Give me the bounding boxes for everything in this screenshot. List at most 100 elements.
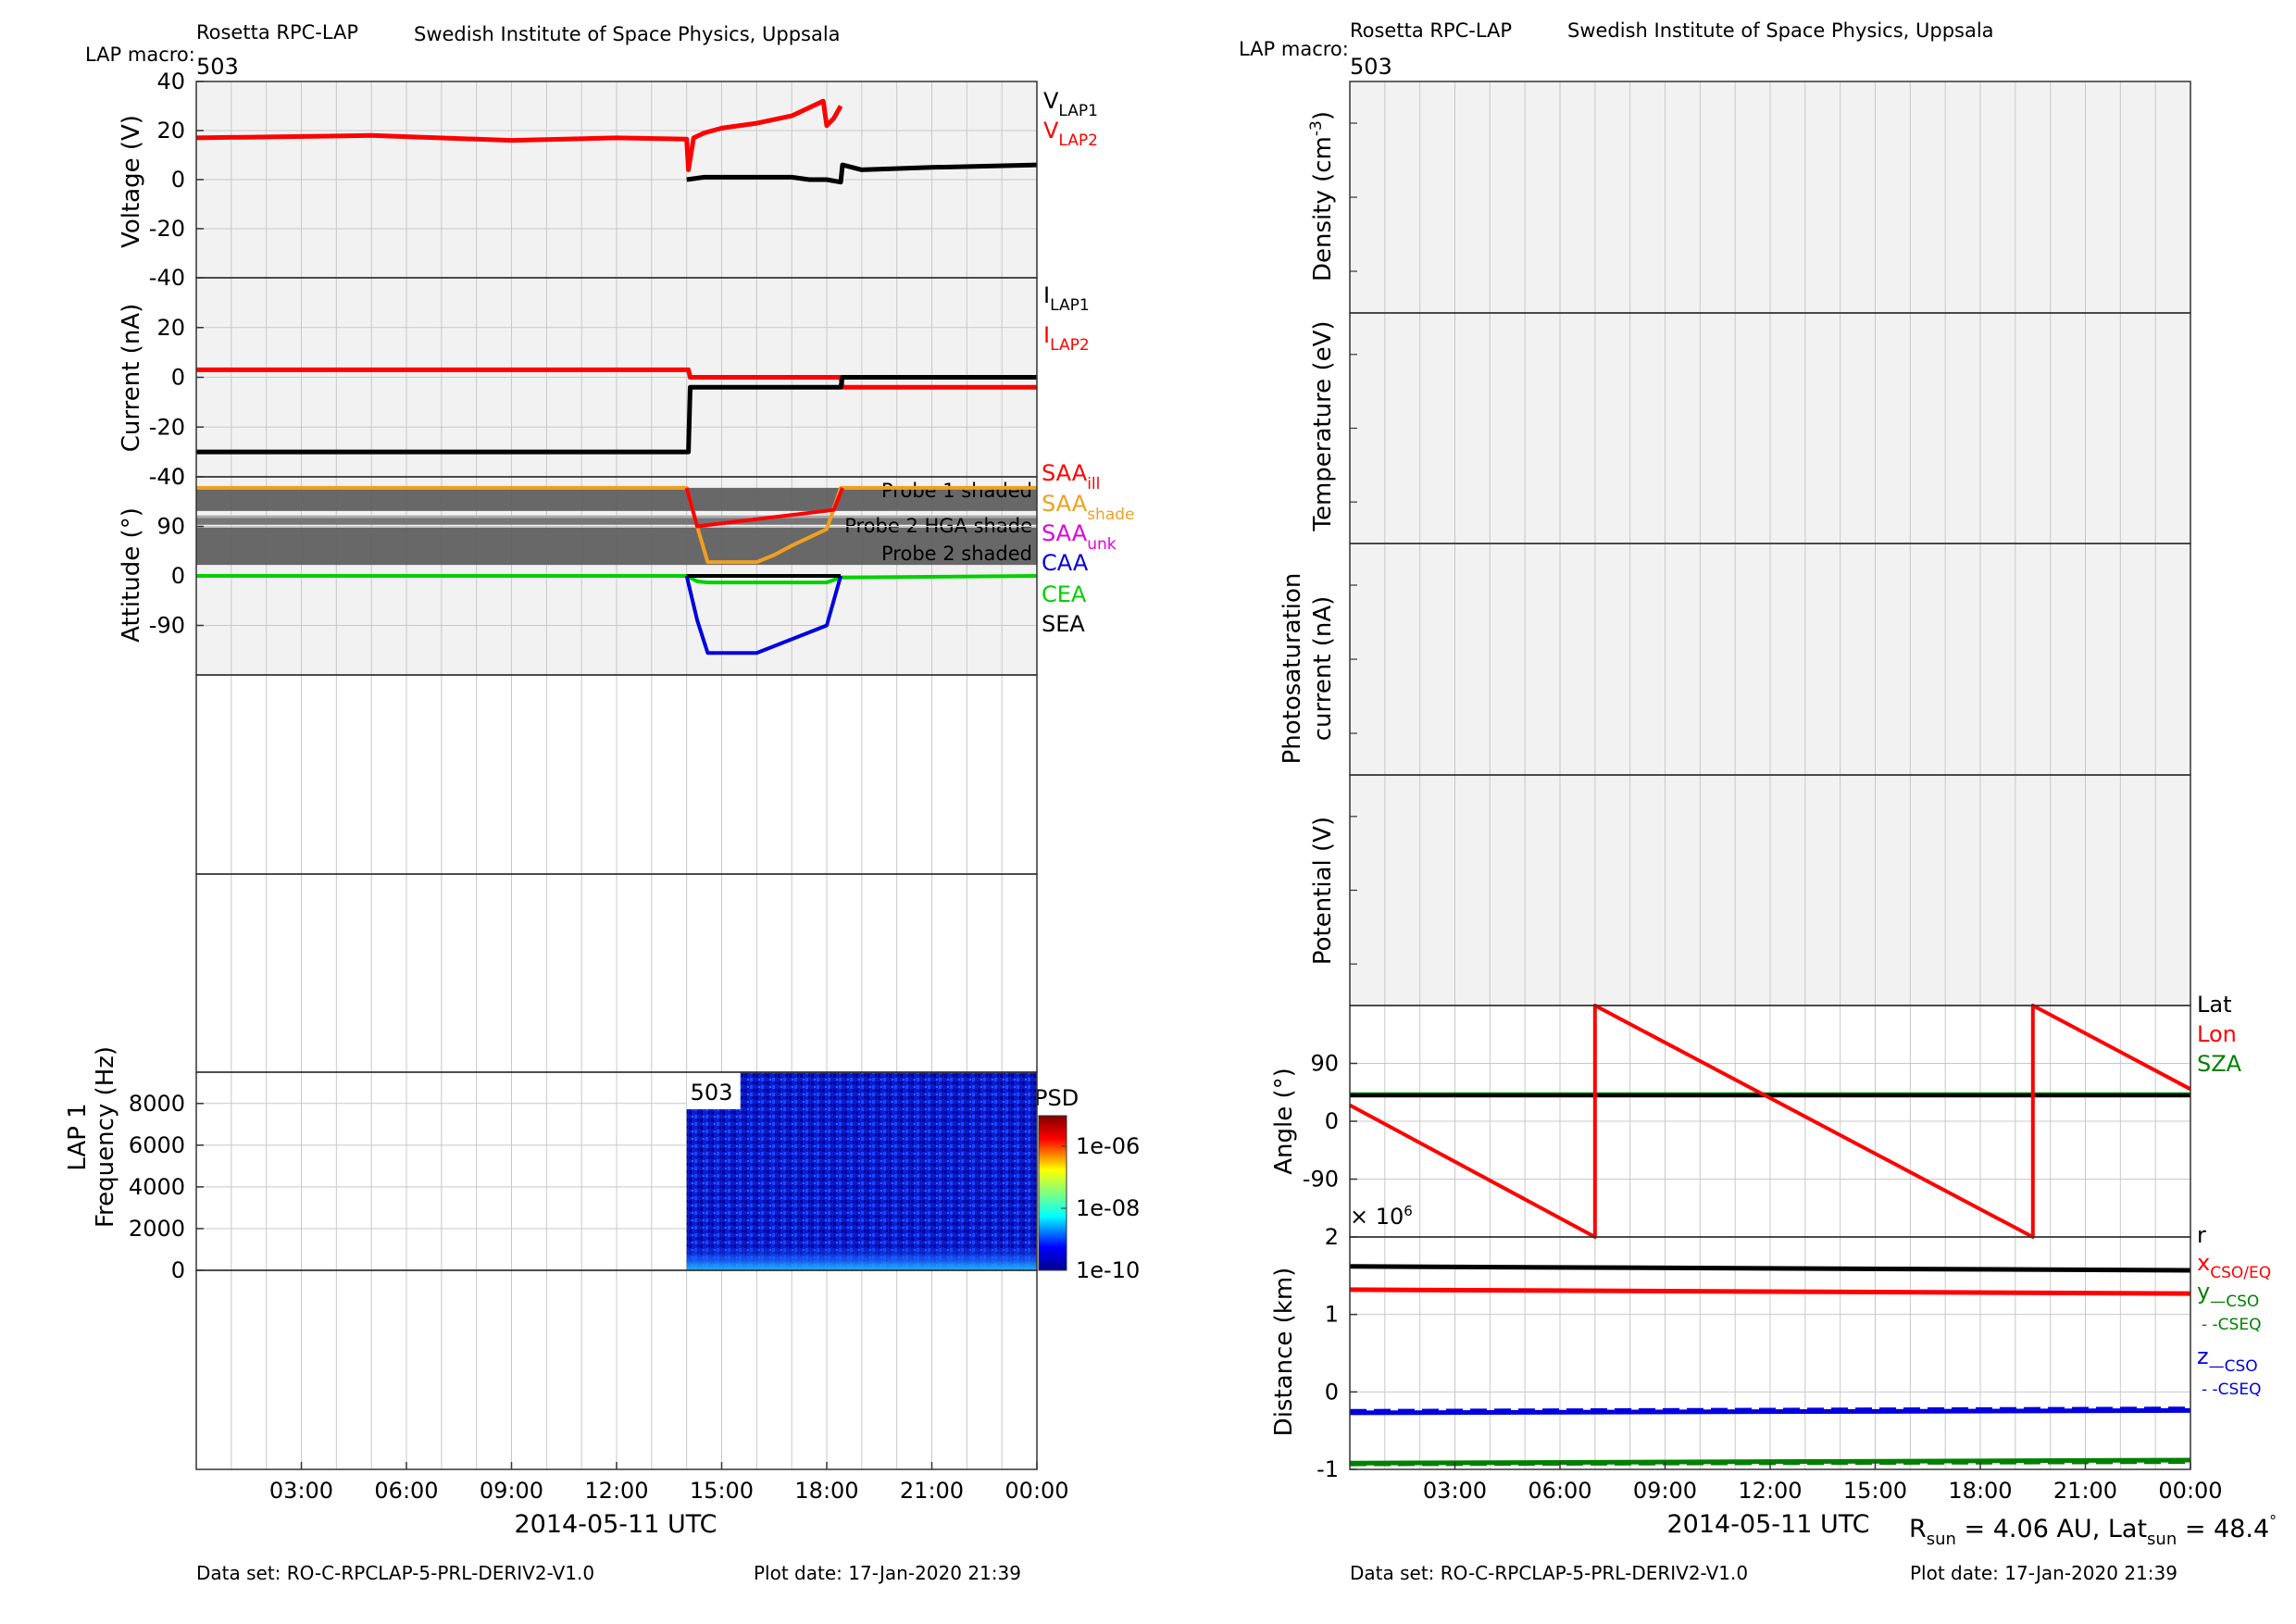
distance-ytick-label: 0 [1325,1379,1339,1405]
footer-dataset-left: Data set: RO-C-RPCLAP-5-PRL-DERIV2-V1.0 [196,1562,594,1584]
ylabel-spectro-1: LAP 1 [64,1103,92,1170]
xlabel-right: 2014-05-11 UTC [1666,1510,1869,1539]
spectro-ytick-label: 6000 [129,1132,185,1158]
spectro-ytick-label: 0 [171,1257,185,1283]
legend-ilap1: ILAP1 [1043,282,1090,315]
right-xtick-label: 09:00 [1633,1478,1697,1504]
shade-region-2 [196,527,1037,566]
ylabel-attitude: Attitude (°) [118,507,145,643]
right-xtick-label: 12:00 [1738,1478,1802,1504]
legend-vlap2: VLAP2 [1043,118,1098,150]
series-caa [684,575,843,656]
distance-ytick-label: 2 [1325,1224,1339,1250]
spectrogram-low-band [686,1243,1037,1270]
ylabel-voltage: Voltage (V) [118,115,145,248]
legend-z-cseq: - -CSEQ [2202,1380,2261,1399]
left-xtick-label: 09:00 [480,1478,543,1504]
colorbar-tick-label: 1e-08 [1076,1195,1140,1221]
colorbar-tick-label: 1e-06 [1076,1133,1140,1159]
right-panels: 90 0 -90 2 1 0 -1 03:00 06:00 09:00 12:00 15:00 18:0… [1303,81,2223,1504]
angle-ytick-label: 0 [1325,1108,1339,1134]
macro-value-left: 503 [196,54,239,80]
shade-region-0 [196,487,1037,511]
right-xtick-label: 15:00 [1843,1478,1907,1504]
right-xtick-label: 03:00 [1423,1478,1487,1504]
header-instrument-right: Rosetta RPC-LAP [1350,19,1512,42]
series-vlap2 [195,98,843,172]
colorbar [1038,1115,1067,1271]
macro-box [686,1072,741,1109]
ylabel-density: Density (cm-3) [1307,111,1337,281]
current-bottom-label: -40 [149,464,185,490]
series-r [1349,1264,2191,1273]
spectro-ytick-label: 4000 [129,1174,185,1200]
distance-ytick-label: 1 [1325,1302,1339,1328]
legend-sea: SEA [1042,611,1085,637]
shade-region-overlap [196,518,1037,525]
ylabel-spectro-2: Frequency (Hz) [92,1046,119,1228]
footer-dataset-right: Data set: RO-C-RPCLAP-5-PRL-DERIV2-V1.0 [1350,1562,1748,1584]
left-panels: 40 20 0 -20 -40 20 0 -20 -40 Probe 1 shaded Probe … [129,69,1140,1504]
ylabel-angle: Angle (°) [1270,1068,1298,1175]
series-lon [1349,1004,2191,1239]
series-x [1349,1287,2191,1296]
header-institute-left: Swedish Institute of Space Physics, Upps… [414,23,841,45]
distance-exponent: × 106 [1350,1203,1413,1230]
right-xtick-label: 21:00 [2053,1478,2117,1504]
spectrogram-image [686,1072,1037,1270]
macro-label-left: LAP macro: [85,44,195,66]
current-ytick-label: 0 [171,365,185,391]
attitude-ytick-label: -90 [149,613,185,639]
current-ytick-label: -40 [149,464,185,490]
legend-lat: Lat [2197,992,2232,1018]
series-saa-ill [684,487,844,529]
legend-z-cso: z—CSO [2197,1343,2258,1376]
attitude-ytick-label: 0 [171,563,185,589]
colorbar-tick-label: 1e-10 [1076,1257,1140,1283]
left-xtick-label: 00:00 [1004,1478,1068,1504]
legend-x: xCSO/EQ [2197,1250,2271,1282]
header-instrument-left: Rosetta RPC-LAP [196,21,358,44]
legend-r: r [2197,1222,2206,1248]
ylabel-temperature: Temperature (eV) [1309,320,1337,531]
left-xtick-label: 06:00 [374,1478,438,1504]
macro-box-label: 503 [691,1080,733,1106]
legend-y-cseq: - -CSEQ [2202,1316,2261,1334]
right-xtick-label: 00:00 [2158,1478,2222,1504]
spectro-ytick-label: 2000 [129,1216,185,1242]
shade-label-0: Probe 1 shaded [881,480,1032,502]
series-ilap2 [196,367,1037,390]
solar-info: Rsun = 4.06 AU, Latsun = 48.4° [1909,1512,2277,1549]
right-xtick-label: 18:00 [1948,1478,2012,1504]
ylabel-photosat-1: Photosaturation [1279,573,1306,765]
left-xtick-label: 12:00 [584,1478,648,1504]
header-institute-right: Swedish Institute of Space Physics, Upps… [1567,19,1994,42]
current-ytick-label: 20 [156,315,185,341]
voltage-ytick-label: 40 [156,69,185,94]
voltage-ytick-label: -40 [149,265,185,291]
left-xtick-label: 03:00 [269,1478,333,1504]
footer-plotdate-left: Plot date: 17-Jan-2020 21:39 [754,1562,1021,1584]
legend-caa: CAA [1042,550,1089,576]
legend-saa-ill: SAAill [1042,460,1100,493]
xlabel-left: 2014-05-11 UTC [514,1510,717,1539]
legend-vlap1: VLAP1 [1043,88,1098,120]
legend-sza: SZA [2197,1051,2242,1077]
series-vlap1 [686,162,1038,185]
voltage-ytick-label: -20 [149,216,185,242]
angle-ytick-label: 90 [1310,1051,1339,1077]
ylabel-current: Current (nA) [118,304,145,452]
spectro-ytick-label: 8000 [129,1091,185,1117]
legend-lon: Lon [2197,1021,2237,1047]
legend-saa-shade: SAAshade [1042,491,1135,524]
left-xtick-label: 15:00 [690,1478,754,1504]
ylabel-distance: Distance (km) [1270,1268,1298,1437]
left-xtick-label: 18:00 [794,1478,858,1504]
ylabel-photosat-2: current (nA) [1309,596,1337,742]
legend-ilap2: ILAP2 [1043,322,1090,355]
angle-ytick-label: -90 [1303,1167,1339,1193]
colorbar-title: PSD [1034,1085,1079,1111]
legend-cea: CEA [1042,581,1087,607]
attitude-ytick-label: 90 [156,514,185,540]
